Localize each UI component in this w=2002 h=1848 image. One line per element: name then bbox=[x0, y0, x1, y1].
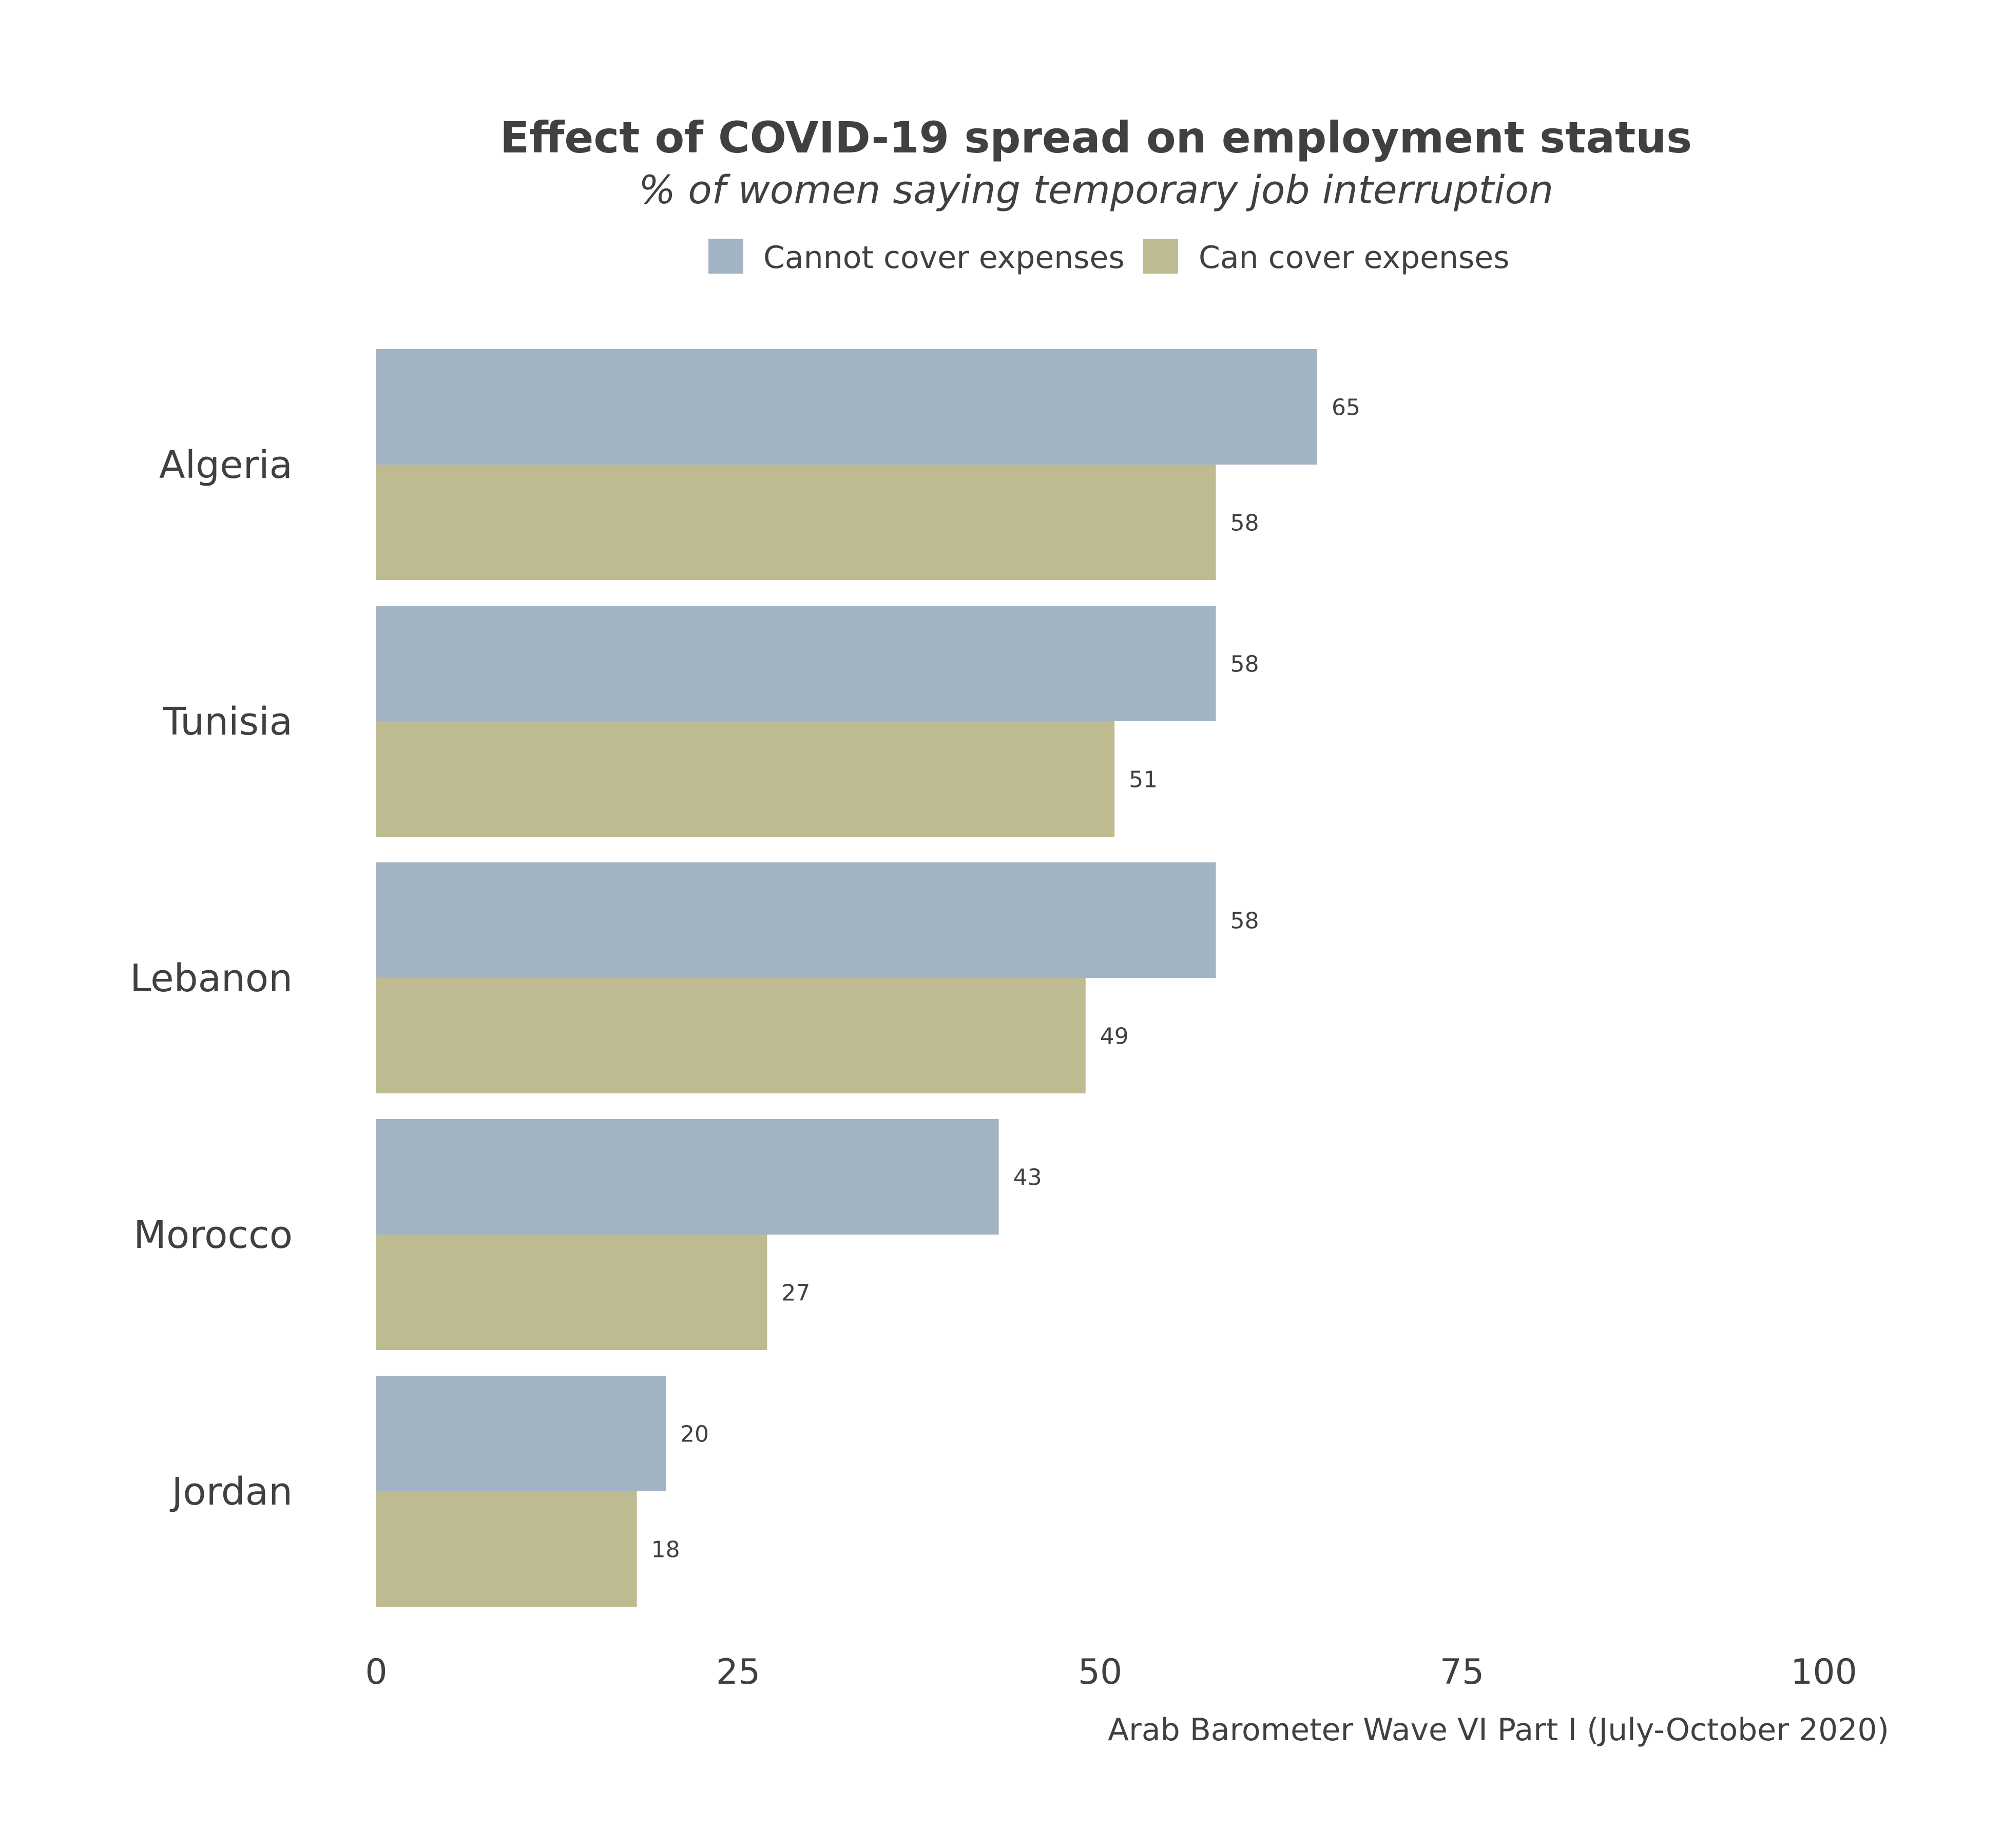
x-tick-label: 25 bbox=[716, 1652, 761, 1692]
data-label-tunisia-can-cover: 51 bbox=[1129, 767, 1158, 793]
chart-caption: Arab Barometer Wave VI Part I (July-Octo… bbox=[1108, 1712, 1889, 1748]
bar-morocco-can-cover bbox=[376, 1235, 767, 1350]
x-tick-label: 75 bbox=[1440, 1652, 1485, 1692]
data-label-algeria-can-cover: 58 bbox=[1230, 510, 1259, 536]
category-label-tunisia: Tunisia bbox=[162, 700, 293, 744]
category-label-algeria: Algeria bbox=[159, 443, 293, 487]
x-tick-label: 0 bbox=[365, 1652, 387, 1692]
legend-label-cannot-cover: Cannot cover expenses bbox=[763, 240, 1125, 276]
bar-lebanon-can-cover bbox=[376, 978, 1086, 1093]
category-label-lebanon: Lebanon bbox=[130, 956, 293, 1000]
data-label-algeria-cannot-cover: 65 bbox=[1332, 395, 1360, 421]
data-label-lebanon-can-cover: 49 bbox=[1100, 1024, 1129, 1050]
legend-swatch-cannot-cover bbox=[708, 239, 743, 274]
category-label-jordan: Jordan bbox=[170, 1470, 293, 1514]
bar-algeria-cannot-cover bbox=[376, 349, 1317, 465]
bar-jordan-cannot-cover bbox=[376, 1376, 666, 1491]
data-label-tunisia-cannot-cover: 58 bbox=[1230, 651, 1259, 678]
data-label-morocco-can-cover: 27 bbox=[781, 1280, 810, 1306]
legend-label-can-cover: Can cover expenses bbox=[1199, 240, 1509, 276]
legend-swatch-can-cover bbox=[1143, 239, 1178, 274]
bar-morocco-cannot-cover bbox=[376, 1119, 999, 1235]
bar-tunisia-can-cover bbox=[376, 721, 1115, 837]
category-label-morocco: Morocco bbox=[133, 1213, 293, 1257]
data-label-morocco-cannot-cover: 43 bbox=[1013, 1165, 1042, 1191]
plot-area: Algeria 65 58 Tunisia 58 51 Lebanon 58 49 Morocco… bbox=[130, 349, 1857, 1692]
x-tick-label: 100 bbox=[1791, 1652, 1857, 1692]
x-tick-label: 50 bbox=[1078, 1652, 1123, 1692]
chart-subtitle: % of women saying temporary job interrup… bbox=[639, 167, 1553, 213]
bar-tunisia-cannot-cover bbox=[376, 606, 1216, 721]
bar-algeria-can-cover bbox=[376, 465, 1216, 580]
data-label-jordan-can-cover: 18 bbox=[651, 1537, 680, 1563]
data-label-jordan-cannot-cover: 20 bbox=[680, 1421, 709, 1448]
bar-lebanon-cannot-cover bbox=[376, 862, 1216, 978]
chart-title: Effect of COVID-19 spread on employment … bbox=[500, 112, 1692, 163]
data-label-lebanon-cannot-cover: 58 bbox=[1230, 908, 1259, 934]
bar-jordan-can-cover bbox=[376, 1491, 637, 1607]
legend: Cannot cover expenses Can cover expenses bbox=[708, 239, 1509, 276]
